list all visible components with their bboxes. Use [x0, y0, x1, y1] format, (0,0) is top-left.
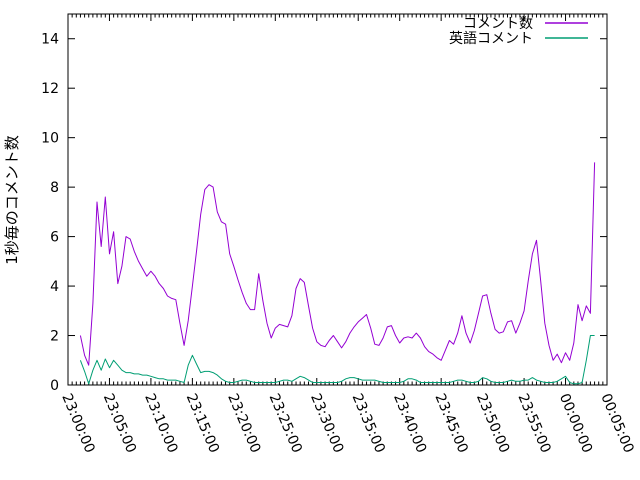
x-tick-label: 23:30:00	[307, 391, 346, 455]
y-tick-label: 6	[50, 230, 59, 246]
y-tick-label: 12	[41, 81, 59, 97]
y-tick-label: 10	[41, 131, 59, 147]
y-tick-label: 14	[41, 32, 59, 48]
comment-count-line	[79, 162, 596, 366]
x-tick-label: 23:35:00	[349, 391, 388, 455]
x-tick-label: 23:20:00	[224, 391, 263, 455]
x-tick-label: 23:40:00	[390, 391, 429, 455]
x-tick-label: 23:50:00	[473, 391, 512, 455]
x-tick-label: 23:15:00	[183, 391, 222, 455]
x-axis-tick-labels: 23:00:00 23:05:00 23:10:00 23:15:00 23:20:00…	[58, 391, 636, 455]
x-tick-label: 23:05:00	[100, 391, 139, 455]
plot-border	[67, 13, 608, 386]
legend: コメント数 英語コメント	[449, 16, 588, 47]
legend-label-comment-count: コメント数	[463, 16, 533, 32]
y-tick-label: 8	[50, 180, 59, 196]
x-tick-label: 00:05:00	[597, 391, 636, 455]
y-axis-tick-labels: 0 2 4 6 8 10 12 14	[41, 32, 59, 394]
x-tick-label: 23:10:00	[141, 391, 180, 455]
x-tick-label: 00:00:00	[556, 391, 595, 455]
axis-ticks	[67, 14, 608, 386]
series-lines	[79, 162, 596, 385]
y-tick-label: 2	[50, 329, 59, 345]
y-axis-title: 1秒毎のコメント数	[3, 135, 21, 265]
y-tick-label: 0	[50, 378, 59, 394]
legend-label-english-comment: 英語コメント	[449, 30, 533, 47]
y-tick-label: 4	[50, 279, 59, 295]
x-tick-label: 23:55:00	[514, 391, 553, 455]
x-tick-label: 23:25:00	[266, 391, 305, 455]
x-tick-label: 23:00:00	[58, 391, 97, 455]
english-comment-line	[79, 335, 595, 385]
x-tick-label: 23:45:00	[431, 391, 470, 455]
